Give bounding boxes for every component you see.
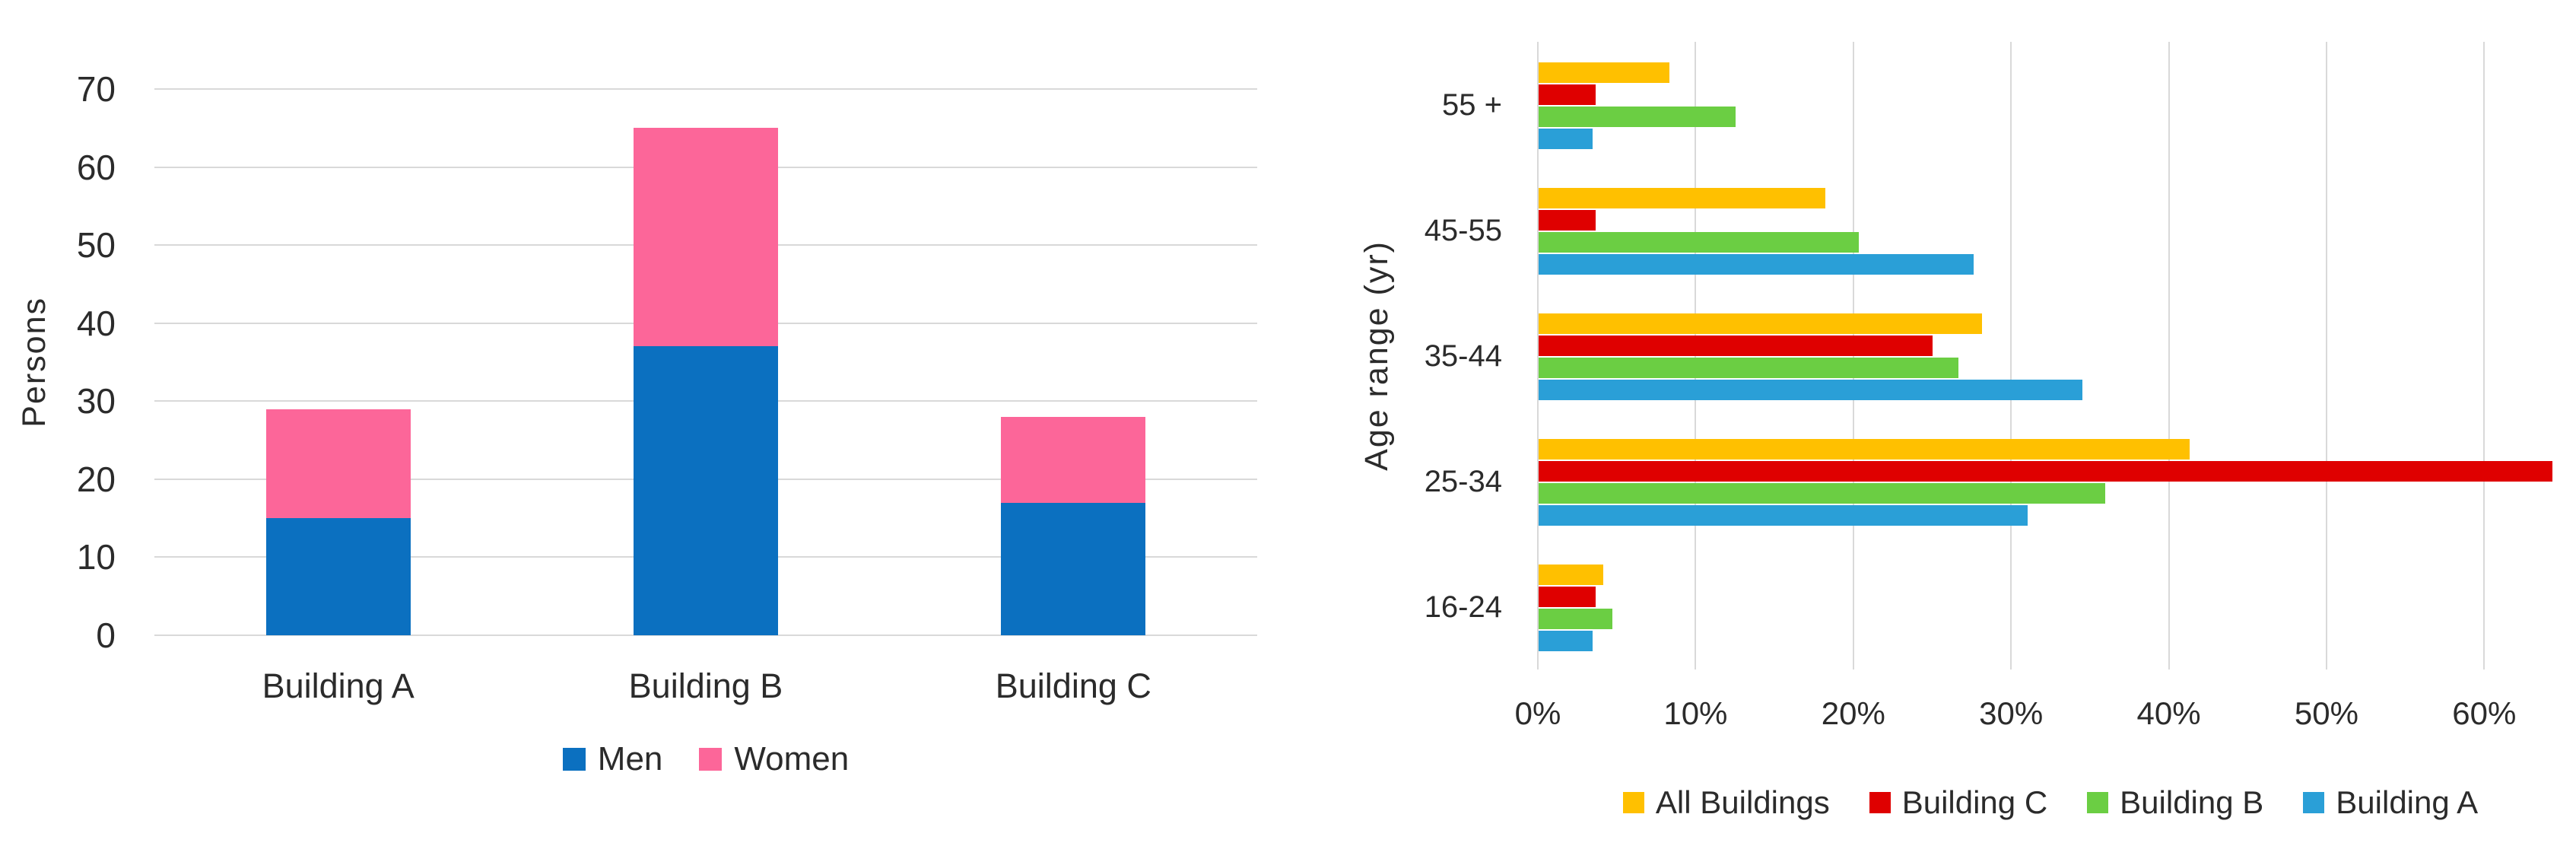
legend-swatch-women — [699, 748, 723, 771]
y-category-label: 35-44 — [1424, 339, 1502, 373]
y-axis-line — [1537, 42, 1539, 669]
x-category-label: Building A — [262, 666, 415, 705]
right-legend: All Buildings Building C Building B Buildin… — [1538, 780, 2563, 825]
legend-swatch-building-a — [2303, 792, 2325, 813]
legend-item-men: Men — [562, 739, 663, 779]
x-tick-label: 10% — [1663, 695, 1728, 731]
bar-building-a-16-24 — [1539, 631, 1593, 651]
left-plot-area: 0 10 20 30 40 50 60 70 Building A Building B Build… — [76, 69, 1257, 705]
y-tick-label: 30 — [76, 381, 116, 421]
grouped-bar-chart: Age range (yr) 0% 10% 20% 30% 40% 50% 60% 55 +4… — [1293, 0, 2576, 846]
legend-label: Building A — [2336, 784, 2479, 820]
legend-item-building-b: Building B — [2087, 784, 2263, 822]
bar-all-buildings-35-44 — [1539, 313, 1982, 334]
y-tick-label: 0 — [96, 615, 116, 655]
x-tick-label: 20% — [1821, 695, 1885, 731]
gridline — [2010, 42, 2012, 669]
legend-label: Building C — [1901, 784, 2048, 820]
x-tick-label: 60% — [2452, 695, 2517, 731]
bar-building-c-45-55 — [1539, 210, 1596, 231]
stacked-bar-chart: Persons 0 10 20 30 40 50 60 70 Building A Buildin… — [16, 69, 1257, 782]
y-tick-label: 40 — [76, 303, 116, 343]
x-tick-label: 50% — [2294, 695, 2358, 731]
gridline — [2483, 42, 2485, 669]
legend-label: Building B — [2120, 784, 2264, 820]
bar-building-b-45-55 — [1539, 232, 1859, 253]
gridline — [154, 88, 1257, 90]
bar-building-c-35-44 — [1539, 336, 1933, 356]
legend-label: All Buildings — [1655, 784, 1830, 820]
bar-building-b-16-24 — [1539, 609, 1613, 629]
legend-item-women: Women — [699, 739, 849, 779]
bar-all-buildings-25-34 — [1539, 439, 2190, 460]
y-tick-label: 70 — [76, 69, 116, 109]
legend-item-building-a: Building A — [2303, 784, 2478, 822]
legend-swatch-men — [562, 748, 586, 771]
bar-women-building-a — [265, 409, 411, 519]
y-tick-label: 10 — [76, 537, 116, 577]
bar-women-building-c — [1001, 416, 1146, 503]
x-category-label: Building C — [995, 666, 1151, 705]
y-tick-label: 60 — [76, 147, 116, 187]
left-legend: Men Women — [154, 736, 1257, 782]
gridline — [2325, 42, 2327, 669]
bar-men-building-a — [265, 518, 411, 635]
legend-item-all-buildings: All Buildings — [1622, 784, 1830, 822]
bar-men-building-c — [1001, 502, 1146, 635]
y-tick-label: 20 — [76, 459, 116, 499]
bar-building-a-55 — [1539, 129, 1593, 149]
x-axis-line — [154, 634, 1257, 636]
y-category-label: 16-24 — [1424, 590, 1502, 624]
y-category-label: 45-55 — [1424, 213, 1502, 247]
x-category-label: Building B — [628, 666, 783, 705]
bar-building-a-35-44 — [1539, 380, 2083, 400]
bar-building-b-35-44 — [1539, 358, 1958, 378]
y-tick-label: 50 — [76, 225, 116, 266]
bar-building-a-45-55 — [1539, 254, 1974, 275]
legend-label: Women — [734, 740, 850, 778]
bar-building-c-25-34 — [1539, 461, 2553, 482]
bar-all-buildings-16-24 — [1539, 565, 1604, 585]
bar-building-a-25-34 — [1539, 505, 2028, 526]
bar-building-b-25-34 — [1539, 483, 2105, 504]
x-tick-label: 30% — [1979, 695, 2044, 731]
y-category-label: 55 + — [1442, 87, 1502, 122]
legend-swatch-all-buildings — [1622, 792, 1644, 813]
y-category-label: 25-34 — [1424, 464, 1502, 498]
gridline — [2168, 42, 2170, 669]
legend-label: Men — [597, 740, 663, 778]
legend-swatch-building-c — [1869, 792, 1891, 813]
bar-men-building-b — [634, 346, 778, 635]
bar-building-c-55 — [1539, 84, 1596, 105]
bar-building-c-16-24 — [1539, 587, 1596, 607]
right-plot-area: 0% 10% 20% 30% 40% 50% 60% 55 + 45-55 35-44 25-34 1… — [1293, 0, 2576, 846]
x-tick-label: 0% — [1514, 695, 1561, 731]
legend-item-building-c: Building C — [1869, 784, 2047, 822]
x-tick-label: 40% — [2136, 695, 2201, 731]
bar-women-building-b — [634, 128, 778, 347]
bar-all-buildings-55 — [1539, 62, 1670, 83]
bar-building-b-55 — [1539, 107, 1736, 127]
legend-swatch-building-b — [2087, 792, 2109, 813]
bar-all-buildings-45-55 — [1539, 188, 1826, 208]
